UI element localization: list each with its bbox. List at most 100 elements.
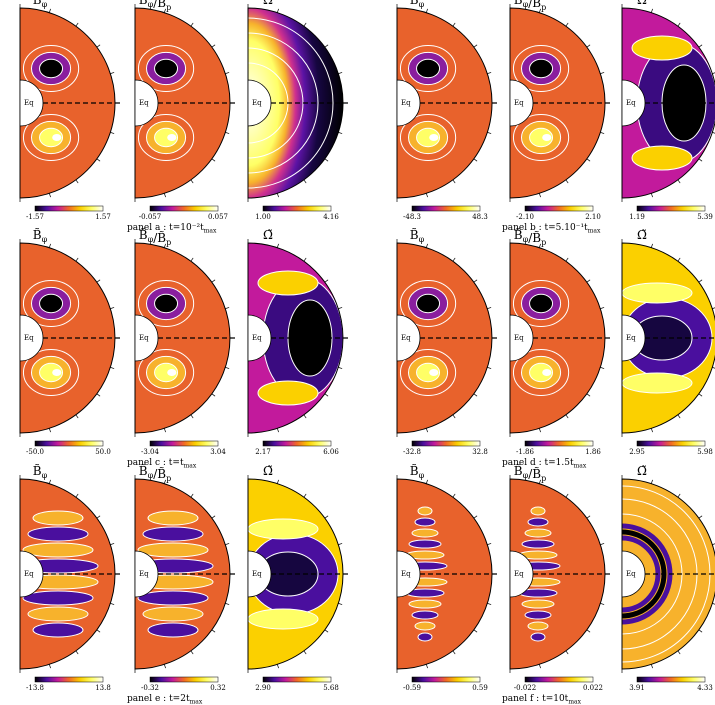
inner-core: [396, 79, 421, 127]
cell-band: [137, 542, 209, 558]
axis-tick: [677, 493, 681, 498]
axis-tick: [712, 543, 715, 545]
colorbar: [149, 205, 219, 212]
hemisphere-outline: [247, 7, 344, 199]
axis-tick: [96, 629, 101, 633]
axis-tick: [277, 193, 279, 198]
axis-tick: [338, 307, 343, 309]
axis-tick: [565, 22, 569, 27]
field-title: Ω̃: [637, 228, 647, 242]
field-title: B̃φ: [410, 0, 425, 9]
equator-label: Eq: [252, 334, 262, 342]
colorbar-max-label: 0.59: [472, 684, 488, 692]
positive-core: [154, 362, 179, 383]
hemisphere-outline: [247, 478, 344, 670]
axis-tick: [539, 193, 541, 198]
axis-tick: [539, 479, 541, 484]
axis-tick: [211, 158, 216, 162]
axis-tick: [75, 493, 79, 498]
axis-tick: [712, 132, 715, 134]
colorbar: [149, 440, 219, 447]
inner-core: [19, 79, 44, 127]
negative-core: [416, 293, 441, 314]
equator-label: Eq: [252, 570, 262, 578]
axis-tick: [586, 515, 591, 519]
colorbar: [34, 205, 104, 212]
colorbar: [524, 440, 594, 447]
panel-label: panel e : t=2tmax: [127, 694, 203, 705]
axis-tick: [487, 307, 492, 309]
axis-tick: [426, 664, 428, 669]
cell-band: [32, 510, 84, 526]
inner-core: [509, 550, 534, 598]
axis-tick: [452, 650, 456, 655]
hemisphere-outline: [19, 242, 116, 434]
hemisphere-outline: [396, 7, 493, 199]
axis-tick: [110, 307, 115, 309]
colorbar-min-label: -0.022: [514, 684, 536, 692]
axis-tick: [698, 515, 703, 519]
axis-tick: [75, 650, 79, 655]
colorbar: [636, 676, 706, 683]
field-B_phi_over_B_p: Eq B̃φ/B̃p -1.86 1.86: [509, 227, 611, 456]
axis-tick: [677, 414, 681, 419]
colorbar-max-label: 13.8: [95, 684, 111, 692]
panel-f: Eq B̃φ -0.59 0.59 Eq B̃φ/B̃p -0.022 0.022 Eq Ω̃ 3.…: [396, 463, 715, 705]
hemisphere-outline: [247, 242, 344, 434]
colorbar-min-label: -13.8: [26, 684, 44, 692]
colorbar: [262, 205, 332, 212]
panel-label: panel d : t=1.5tmax: [502, 458, 587, 470]
contour-group: [22, 280, 80, 396]
axis-tick: [677, 257, 681, 262]
field-title: B̃φ/B̃p: [514, 0, 546, 12]
axis-tick: [487, 367, 492, 369]
panel-b: Eq B̃φ -48.3 48.3 Eq B̃φ/B̃p -2.10 2.10 Eq Ω̃ 1.19…: [396, 0, 715, 235]
axis-tick: [452, 493, 456, 498]
axis-tick: [565, 650, 569, 655]
axis-tick: [338, 72, 343, 74]
equator-label: Eq: [626, 334, 636, 342]
field-B_phi: Eq B̃φ -0.59 0.59: [396, 463, 498, 692]
axis-tick: [600, 307, 605, 309]
inner-core: [134, 79, 159, 127]
equator-label: Eq: [514, 334, 524, 342]
equator-label: Eq: [252, 99, 262, 107]
positive-core: [416, 362, 441, 383]
axis-tick: [225, 603, 230, 605]
axis-tick: [49, 8, 51, 13]
inner-core: [621, 314, 646, 362]
omega-band: [622, 282, 693, 304]
field-title: B̃φ: [33, 463, 48, 480]
hemisphere-outline: [509, 478, 606, 670]
contour-group: [399, 280, 457, 396]
inner-core: [396, 314, 421, 362]
axis-tick: [49, 428, 51, 433]
field-Omega: Eq Ω̃ 2.17 6.06: [247, 228, 349, 456]
cell-band: [147, 510, 199, 526]
axis-tick: [586, 44, 591, 48]
axis-tick: [651, 193, 653, 198]
axis-tick: [324, 515, 329, 519]
axis-tick: [473, 44, 478, 48]
axis-tick: [651, 664, 653, 669]
hemisphere-outline: [621, 478, 715, 670]
field-Omega: Eq Ω̃ 1.00 4.16: [247, 0, 349, 221]
contour-group: [22, 45, 80, 161]
field-title: B̃φ/B̃p: [139, 0, 171, 12]
positive-core: [39, 362, 64, 383]
axis-tick: [49, 479, 51, 484]
axis-tick: [110, 72, 115, 74]
equator-label: Eq: [626, 99, 636, 107]
contour-line: [137, 45, 195, 92]
axis-tick: [49, 193, 51, 198]
field-B_phi_over_B_p: Eq B̃φ/B̃p -0.32 0.32: [134, 463, 236, 692]
contour-line: [137, 114, 195, 161]
positive-peak: [167, 369, 177, 376]
contour-group: [512, 280, 570, 396]
axis-tick: [600, 543, 605, 545]
inner-core: [396, 550, 421, 598]
axis-tick: [110, 603, 115, 605]
contour-group: [622, 282, 713, 394]
cell-band: [417, 632, 433, 642]
cell-band: [414, 621, 436, 631]
